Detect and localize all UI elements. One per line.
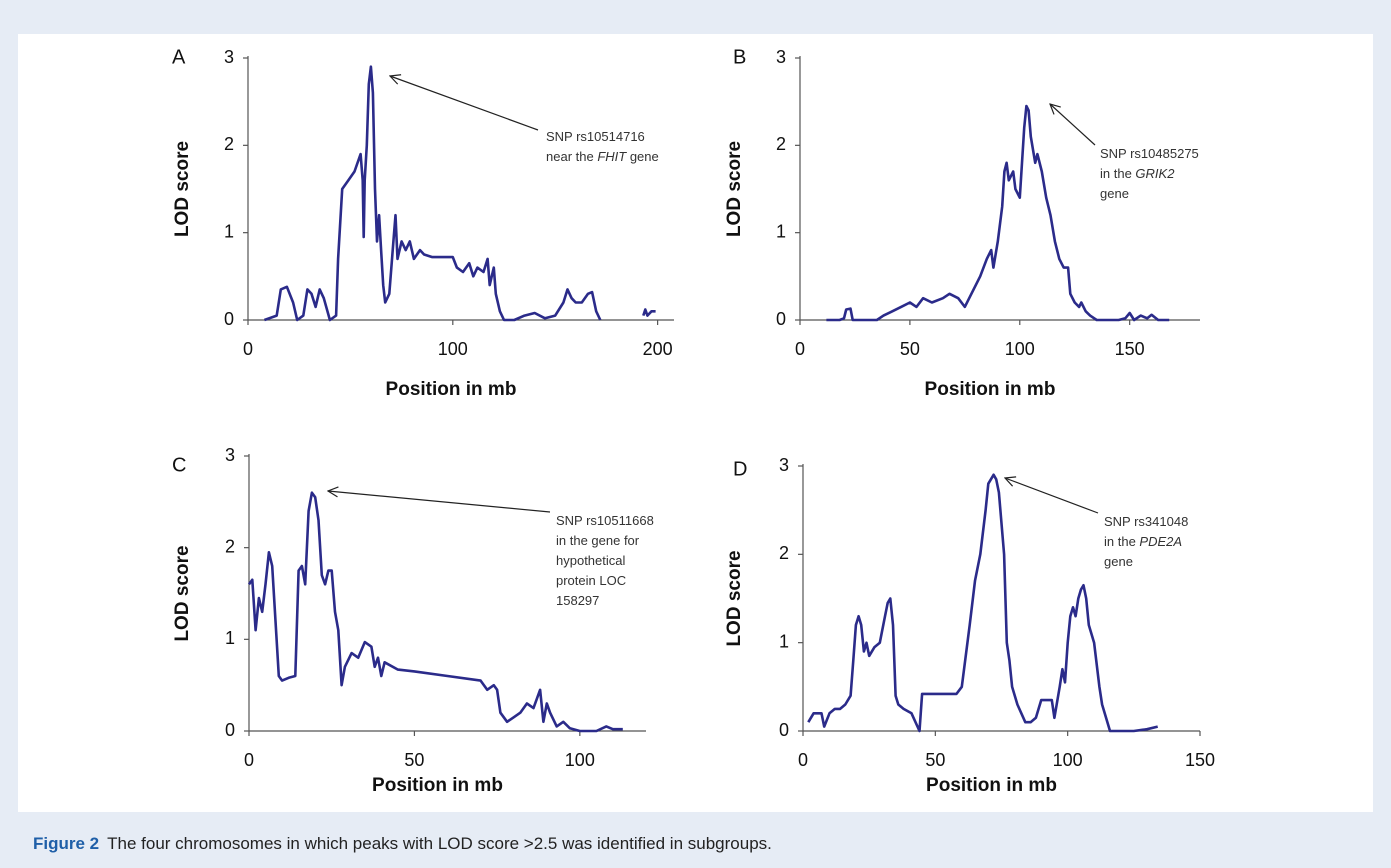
x-tick-label: 0: [244, 750, 254, 770]
annotation-arrow: [390, 76, 539, 131]
y-axis-label: LOD score: [724, 550, 745, 646]
y-tick-label: 3: [779, 455, 789, 475]
y-tick-label: 0: [779, 720, 789, 740]
x-tick-label: 150: [1115, 339, 1145, 359]
data-line: [247, 491, 623, 733]
y-tick-label: 2: [776, 134, 786, 154]
annotation-text: in the gene for: [556, 533, 640, 548]
y-axis-label: LOD score: [172, 141, 193, 237]
data-line: [807, 473, 1159, 733]
y-tick-label: 1: [225, 628, 235, 648]
x-axis-label: Position in mb: [372, 775, 503, 796]
annotation-text: near the: [546, 149, 597, 164]
annotation-text: gene: [1104, 554, 1133, 569]
x-tick-label: 50: [900, 339, 920, 359]
y-tick-label: 3: [225, 445, 235, 465]
y-tick-label: 0: [225, 720, 235, 740]
data-line: [263, 65, 656, 322]
annotation-line: hypothetical: [556, 553, 625, 568]
x-tick-label: 100: [1053, 750, 1083, 770]
y-axis-label: LOD score: [172, 545, 193, 641]
annotation-text: SNP rs10511668: [556, 513, 654, 528]
annotation-text: hypothetical: [556, 553, 625, 568]
caption-text: The four chromosomes in which peaks with…: [107, 834, 772, 853]
caption: Figure 2 The four chromosomes in which pe…: [33, 834, 772, 854]
annotation-line: in the GRIK2: [1100, 166, 1175, 181]
annotation-line: protein LOC: [556, 573, 626, 588]
panel-label: C: [172, 454, 186, 476]
x-tick-label: 100: [438, 339, 468, 359]
y-axis-label: LOD score: [724, 141, 745, 237]
panel-label: A: [172, 46, 186, 68]
annotation-text: SNP rs341048: [1104, 514, 1188, 529]
figure-frame: [18, 34, 1373, 812]
annotation-text: GRIK2: [1135, 166, 1175, 181]
x-tick-label: 200: [643, 339, 673, 359]
annotation-arrow: [1050, 104, 1096, 146]
y-tick-label: 2: [225, 536, 235, 556]
annotation-text: protein LOC: [556, 573, 626, 588]
x-axis-label: Position in mb: [926, 775, 1057, 796]
annotation-arrow: [328, 491, 551, 513]
annotation-text: PDE2A: [1139, 534, 1182, 549]
x-axis-label: Position in mb: [925, 379, 1056, 400]
x-tick-label: 0: [795, 339, 805, 359]
x-tick-label: 150: [1185, 750, 1215, 770]
panel-label: D: [733, 458, 747, 480]
x-tick-label: 50: [404, 750, 424, 770]
annotation-text: in the: [1100, 166, 1135, 181]
annotation-line: in the gene for: [556, 533, 640, 548]
annotation-text: SNP rs10514716: [546, 129, 645, 144]
y-tick-label: 0: [776, 309, 786, 329]
annotation-line: SNP rs341048: [1104, 514, 1188, 529]
annotation-line: near the FHIT gene: [546, 149, 659, 164]
x-tick-label: 100: [1005, 339, 1035, 359]
data-line: [826, 104, 1170, 322]
x-axis-label: Position in mb: [386, 379, 517, 400]
panel-label: B: [733, 46, 746, 68]
y-tick-label: 1: [224, 221, 234, 241]
annotation-text: SNP rs10485275: [1100, 146, 1199, 161]
annotation-text: gene: [1100, 186, 1129, 201]
annotation-text: 158297: [556, 593, 599, 608]
y-tick-label: 2: [224, 134, 234, 154]
y-tick-label: 3: [776, 47, 786, 67]
annotation-line: SNP rs10514716: [546, 129, 645, 144]
y-tick-label: 1: [779, 631, 789, 651]
annotation-line: 158297: [556, 593, 599, 608]
annotation-line: gene: [1104, 554, 1133, 569]
figure-label: Figure 2: [33, 834, 100, 853]
y-tick-label: 3: [224, 47, 234, 67]
x-tick-label: 50: [925, 750, 945, 770]
annotation-text: gene: [626, 149, 659, 164]
y-tick-label: 2: [779, 543, 789, 563]
annotation-text: in the: [1104, 534, 1139, 549]
y-tick-label: 1: [776, 221, 786, 241]
y-tick-label: 0: [224, 309, 234, 329]
annotation-text: FHIT: [597, 149, 627, 164]
annotation-line: in the PDE2A: [1104, 534, 1182, 549]
annotation-line: gene: [1100, 186, 1129, 201]
annotation-line: SNP rs10485275: [1100, 146, 1199, 161]
annotation-arrow: [1005, 478, 1099, 514]
annotation-line: SNP rs10511668: [556, 513, 654, 528]
x-tick-label: 0: [798, 750, 808, 770]
x-tick-label: 0: [243, 339, 253, 359]
x-tick-label: 100: [565, 750, 595, 770]
